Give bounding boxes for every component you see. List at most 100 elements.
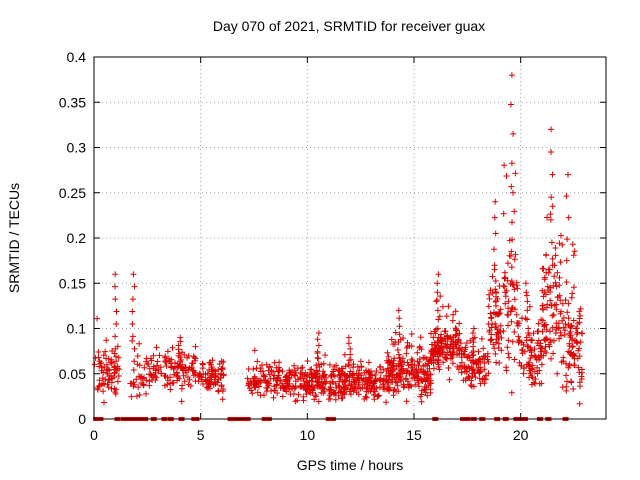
data-point: [452, 339, 459, 346]
data-point: [572, 337, 579, 344]
data-point: [541, 336, 548, 343]
data-point: [440, 359, 447, 366]
data-point: [518, 362, 524, 369]
data-point: [520, 370, 527, 377]
data-point: [516, 320, 523, 327]
data-point: [131, 345, 138, 352]
data-point: [564, 236, 571, 243]
data-point: [484, 356, 491, 363]
data-point: [468, 377, 475, 384]
data-point: [252, 384, 259, 391]
data-point: [327, 395, 334, 402]
data-point: [403, 350, 410, 357]
data-point: [265, 382, 272, 389]
data-point: [378, 369, 384, 376]
data-point: [539, 317, 546, 324]
data-point: [557, 259, 564, 266]
data-point: [184, 374, 191, 381]
data-point: [140, 381, 146, 388]
data-point: [100, 352, 107, 359]
y-tick-label: 0: [78, 411, 86, 427]
data-point: [544, 301, 551, 308]
data-point: [219, 396, 226, 403]
data-point: [548, 126, 555, 133]
data-point: [109, 359, 115, 366]
data-point: [469, 330, 476, 336]
data-point: [113, 321, 120, 327]
data-point: [565, 322, 572, 329]
data-point: [547, 216, 554, 223]
data-point: [297, 375, 304, 382]
data-point: [338, 371, 345, 378]
data-point: [331, 366, 337, 373]
data-point: [443, 313, 450, 320]
data-point: [461, 363, 468, 370]
data-point: [565, 315, 572, 322]
data-point: [526, 303, 533, 310]
data-point: [487, 287, 494, 294]
data-point: [550, 350, 557, 357]
data-point: [129, 308, 136, 315]
data-point: [551, 337, 557, 344]
data-point: [182, 364, 189, 371]
data-point: [260, 368, 266, 375]
data-point: [335, 367, 342, 374]
data-point: [153, 362, 160, 369]
data-point: [292, 369, 299, 376]
data-point: [431, 342, 438, 349]
data-point: [500, 282, 507, 289]
data-point: [509, 219, 515, 226]
data-point: [279, 380, 285, 387]
data-point: [444, 349, 451, 356]
data-point: [531, 346, 538, 353]
data-point: [219, 366, 226, 373]
data-point: [347, 345, 354, 352]
data-point: [279, 393, 286, 400]
data-point: [256, 383, 262, 390]
data-point: [532, 376, 539, 382]
data-point: [471, 370, 478, 377]
data-point: [528, 381, 535, 388]
data-point: [270, 368, 277, 375]
data-point: [263, 361, 270, 368]
data-point: [513, 311, 520, 318]
data-point: [321, 379, 328, 386]
data-point: [453, 331, 460, 338]
data-point: [136, 373, 143, 380]
data-point: [318, 389, 325, 396]
data-point: [511, 208, 518, 215]
data-point: [500, 328, 507, 335]
data-point: [530, 330, 537, 337]
data-point: [576, 345, 583, 352]
data-point: [547, 328, 553, 335]
data-point: [139, 375, 146, 382]
data-point: [480, 345, 487, 352]
data-point: [570, 317, 577, 324]
data-point: [347, 351, 354, 358]
data-point: [567, 328, 574, 335]
data-point: [511, 329, 518, 335]
y-tick-label: 0.25: [59, 185, 86, 201]
data-point: [298, 365, 305, 372]
data-point: [314, 348, 321, 355]
data-point: [404, 368, 411, 375]
data-point: [475, 348, 482, 355]
data-point: [548, 239, 555, 246]
data-point: [384, 386, 391, 393]
chart-title: Day 070 of 2021, SRMTID for receiver gua…: [213, 18, 485, 34]
data-point: [488, 336, 495, 343]
data-point: [212, 373, 219, 380]
data-point: [448, 352, 454, 359]
data-point: [464, 354, 471, 361]
data-point: [274, 390, 281, 396]
data-point: [574, 320, 581, 327]
data-point: [539, 328, 546, 335]
data-point: [346, 374, 353, 381]
data-point: [276, 364, 282, 371]
data-point: [512, 170, 519, 177]
data-point: [554, 269, 561, 276]
data-point: [297, 382, 304, 389]
data-point: [547, 336, 554, 343]
data-point: [314, 336, 321, 343]
